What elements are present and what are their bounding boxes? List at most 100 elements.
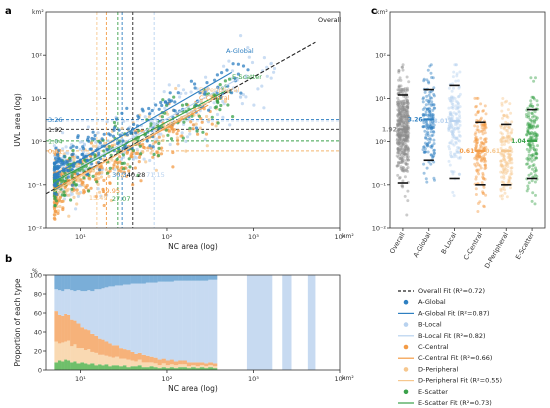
strip-point xyxy=(500,132,504,136)
strip-point xyxy=(429,138,433,141)
strip-point xyxy=(452,170,456,174)
strip-point xyxy=(398,76,402,80)
strip-point xyxy=(404,134,408,138)
strip-point xyxy=(399,110,402,114)
scatter-point xyxy=(163,100,167,104)
strip-point xyxy=(481,109,485,113)
scatter-point xyxy=(99,194,103,198)
strip-point xyxy=(528,124,532,128)
strip-point xyxy=(482,176,486,180)
strip-point xyxy=(510,138,514,142)
stacked-bar-segment xyxy=(141,367,147,370)
strip-point xyxy=(481,190,485,194)
scatter-point xyxy=(56,211,60,215)
strip-point xyxy=(501,139,505,143)
panel-c-letter: c xyxy=(371,6,377,17)
scatter-point xyxy=(154,103,158,107)
scatter-point xyxy=(102,149,106,153)
strip-point xyxy=(528,125,531,129)
stacked-bar-segment xyxy=(57,314,62,344)
strip-point xyxy=(402,121,406,124)
strip-point xyxy=(405,213,409,217)
strip-point xyxy=(508,158,512,162)
strip-point xyxy=(526,158,530,162)
v-threshold-label: 19.95 xyxy=(101,187,120,195)
strip-point xyxy=(527,143,531,147)
stacked-bar-segment xyxy=(191,280,196,363)
strip-point xyxy=(482,127,486,131)
scatter-point xyxy=(120,111,124,115)
strip-point xyxy=(399,156,403,159)
strip-point xyxy=(431,120,435,124)
strip-point xyxy=(480,159,483,163)
strip-point xyxy=(402,159,406,162)
strip-point xyxy=(499,194,502,198)
strip-point xyxy=(405,157,409,161)
strip-point xyxy=(508,153,512,157)
stacked-bar-segment xyxy=(161,367,167,370)
strip-point xyxy=(500,180,504,184)
scatter-point xyxy=(252,103,256,107)
strip-point xyxy=(447,127,451,131)
y-tick-label: 40 xyxy=(34,329,42,337)
stacked-bar-segment xyxy=(165,281,171,361)
strip-point xyxy=(404,147,408,151)
strip-point xyxy=(529,76,533,80)
strip-point xyxy=(397,138,401,142)
strip-point xyxy=(500,159,504,163)
scatter-point xyxy=(68,158,72,162)
strip-point xyxy=(405,105,409,108)
strip-point xyxy=(428,64,432,68)
strip-point xyxy=(400,109,404,113)
stacked-bar-segment xyxy=(67,289,71,315)
strip-point xyxy=(501,165,504,169)
strip-point xyxy=(456,126,460,130)
scatter-point xyxy=(205,114,209,119)
strip-point xyxy=(450,113,454,117)
category-label: D-Peripheral xyxy=(483,231,510,270)
strip-point xyxy=(502,174,506,178)
strip-point xyxy=(405,135,409,138)
strip-point xyxy=(428,113,432,117)
stacked-bar-segment xyxy=(153,275,158,283)
stacked-bar-segment xyxy=(191,362,196,366)
strip-point xyxy=(503,167,507,170)
strip-point xyxy=(424,136,428,140)
strip-point xyxy=(400,107,404,111)
strip-point xyxy=(396,114,400,118)
scatter-point xyxy=(182,120,186,124)
strip-point xyxy=(528,123,532,127)
scatter-point xyxy=(120,174,124,178)
scatter-point xyxy=(125,133,129,137)
legend-label: D-Peripheral Fit (R²=0.55) xyxy=(418,377,502,385)
strip-point xyxy=(532,96,535,100)
x-axis-unit: km² xyxy=(342,375,354,382)
strip-point xyxy=(508,145,512,149)
strip-point xyxy=(401,130,405,134)
strip-point xyxy=(453,127,457,130)
strip-point xyxy=(480,126,484,130)
strip-point xyxy=(454,79,458,83)
strip-point xyxy=(530,111,534,115)
stacked-bar-segment xyxy=(161,275,167,282)
strip-point xyxy=(450,117,454,121)
strip-point xyxy=(458,92,462,96)
scatter-point xyxy=(54,139,59,143)
strip-point xyxy=(432,149,436,152)
strip-point xyxy=(501,135,505,139)
stacked-bar-segment xyxy=(57,343,62,361)
scatter-point xyxy=(87,189,91,193)
stacked-bar-segment xyxy=(134,275,138,284)
strip-point xyxy=(499,138,503,142)
strip-point xyxy=(430,144,434,148)
strip-point xyxy=(403,133,407,137)
legend-label: Overall Fit (R²=0.72) xyxy=(418,287,485,295)
scatter-point xyxy=(53,183,57,187)
scatter-point xyxy=(55,164,59,169)
strip-point xyxy=(505,129,509,132)
stacked-bar-segment xyxy=(208,279,214,363)
strip-point xyxy=(474,136,478,140)
strip-point xyxy=(458,156,462,160)
strip-point xyxy=(479,116,483,120)
strip-point xyxy=(398,135,402,139)
